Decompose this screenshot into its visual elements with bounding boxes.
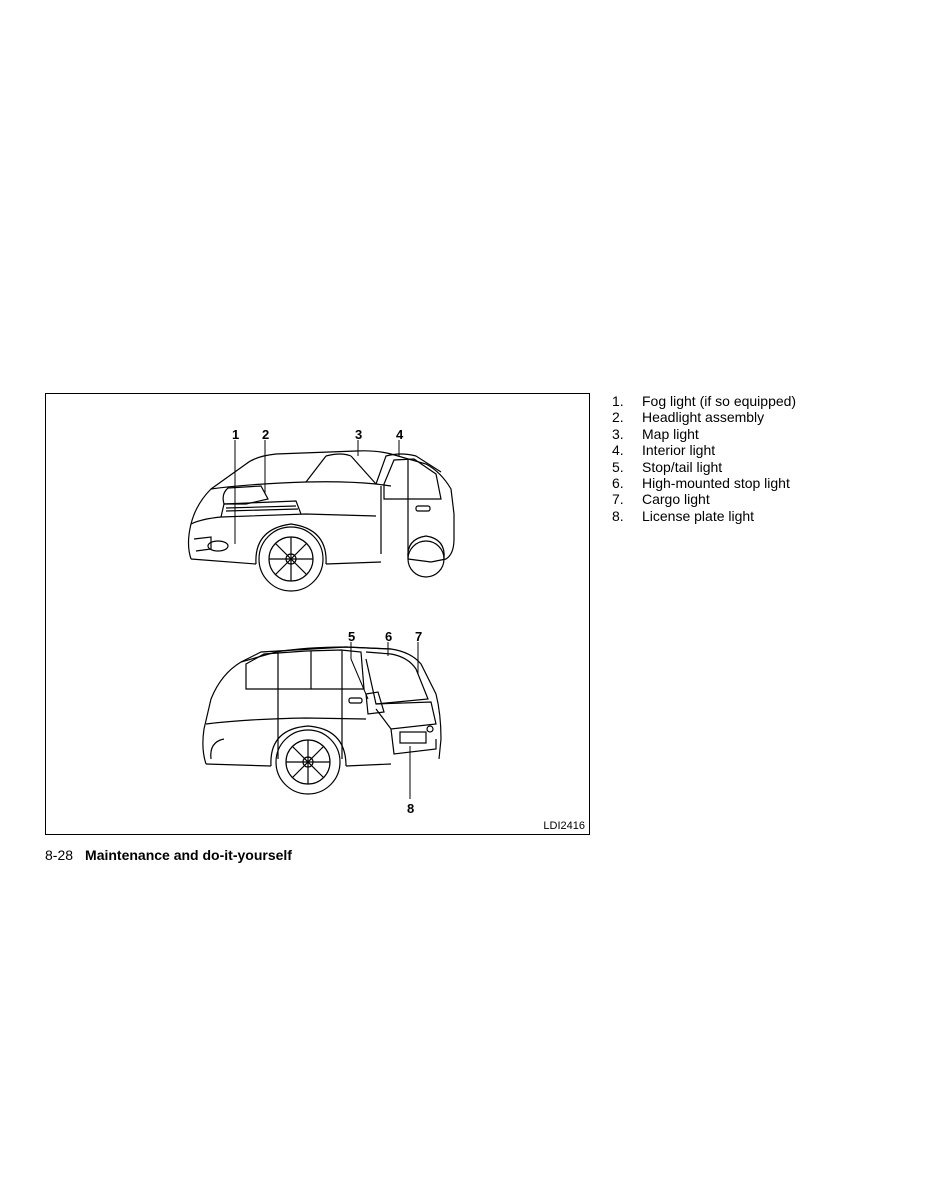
legend-num: 7.	[612, 491, 642, 507]
vehicle-lights-diagram: 1 2 3 4 5 6 7 8 LDI2416	[45, 393, 590, 835]
figure-code: LDI2416	[543, 820, 585, 832]
legend-num: 8.	[612, 508, 642, 524]
legend-text: Cargo light	[642, 491, 892, 507]
callout-7: 7	[415, 629, 422, 644]
legend-item: 3. Map light	[612, 426, 892, 442]
legend-item: 6. High-mounted stop light	[612, 475, 892, 491]
legend-item: 7. Cargo light	[612, 491, 892, 507]
legend-item: 4. Interior light	[612, 442, 892, 458]
legend-list: 1. Fog light (if so equipped) 2. Headlig…	[612, 393, 892, 524]
legend-num: 2.	[612, 409, 642, 425]
legend-text: Headlight assembly	[642, 409, 892, 425]
callout-2: 2	[262, 427, 269, 442]
legend-text: License plate light	[642, 508, 892, 524]
page-number: 8-28	[45, 847, 73, 863]
legend-num: 1.	[612, 393, 642, 409]
page-footer: 8-28 Maintenance and do-it-yourself	[45, 847, 292, 863]
legend-item: 8. License plate light	[612, 508, 892, 524]
legend-num: 3.	[612, 426, 642, 442]
legend-item: 5. Stop/tail light	[612, 459, 892, 475]
legend-text: Stop/tail light	[642, 459, 892, 475]
legend-num: 6.	[612, 475, 642, 491]
callout-1: 1	[232, 427, 239, 442]
legend-item: 1. Fog light (if so equipped)	[612, 393, 892, 409]
legend-text: High-mounted stop light	[642, 475, 892, 491]
car-illustrations-svg	[46, 394, 591, 836]
legend-num: 4.	[612, 442, 642, 458]
callout-4: 4	[396, 427, 403, 442]
callout-8: 8	[407, 801, 414, 816]
callout-6: 6	[385, 629, 392, 644]
legend-text: Fog light (if so equipped)	[642, 393, 892, 409]
legend-item: 2. Headlight assembly	[612, 409, 892, 425]
legend-num: 5.	[612, 459, 642, 475]
legend-text: Interior light	[642, 442, 892, 458]
callout-3: 3	[355, 427, 362, 442]
section-title: Maintenance and do-it-yourself	[85, 847, 292, 863]
callout-5: 5	[348, 629, 355, 644]
legend-text: Map light	[642, 426, 892, 442]
